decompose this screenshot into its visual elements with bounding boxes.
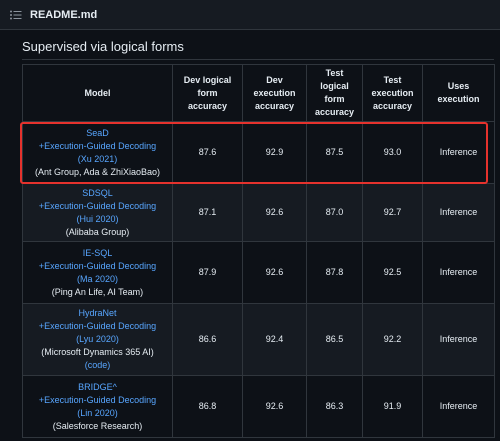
organization: (Microsoft Dynamics 365 AI) [41,347,154,357]
file-header: README.md [0,0,500,30]
column-header: Dev execution accuracy [242,64,307,122]
dev-logical-form-accuracy: 86.8 [172,375,243,438]
dev-logical-form-accuracy: 86.6 [172,303,243,376]
organization: (Ping An Life, AI Team) [51,286,144,297]
column-header: Model [22,64,173,122]
uses-execution: Inference [422,183,495,242]
test-execution-accuracy: 93.0 [362,121,423,184]
uses-execution: Inference [422,121,495,184]
column-header: Test logical form accuracy [306,64,363,122]
table-row: IE-SQL +Execution-Guided Decoding (Ma 20… [22,241,495,304]
dev-execution-accuracy: 92.4 [242,303,307,376]
test-logical-form-accuracy: 87.0 [306,183,363,242]
dev-logical-form-accuracy: 87.9 [172,241,243,304]
method-link[interactable]: +Execution-Guided Decoding [38,260,157,271]
uses-execution: Inference [422,375,495,438]
results-table: Model Dev logical form accuracy Dev exec… [22,64,495,438]
citation-link[interactable]: (Hui 2020) [76,213,119,224]
uses-execution: Inference [422,241,495,304]
code-link[interactable]: (code) [84,360,111,370]
dev-execution-accuracy: 92.6 [242,183,307,242]
method-link[interactable]: +Execution-Guided Decoding [38,321,157,331]
model-link[interactable]: BRIDGE^ [78,381,117,392]
model-cell: HydraNet +Execution-Guided Decoding (Lyu… [22,303,173,376]
test-logical-form-accuracy: 87.8 [306,241,363,304]
column-header: Test execution accuracy [362,64,423,122]
table-row: BRIDGE^ +Execution-Guided Decoding (Lin … [22,375,495,438]
section-heading: Supervised via logical forms [22,39,184,54]
method-link[interactable]: +Execution-Guided Decoding [38,200,157,211]
dev-execution-accuracy: 92.9 [242,121,307,184]
citation-link[interactable]: (Lyu 2020) [76,334,119,344]
table-row: HydraNet +Execution-Guided Decoding (Lyu… [22,303,495,376]
dev-logical-form-accuracy: 87.6 [172,121,243,184]
table-header-row: Model Dev logical form accuracy Dev exec… [22,64,495,122]
organization: (Ant Group, Ada & ZhiXiaoBao) [34,166,161,177]
heading-divider [22,59,494,60]
citation-link[interactable]: (Xu 2021) [77,153,118,164]
test-execution-accuracy: 92.7 [362,183,423,242]
model-link[interactable]: SDSQL [82,187,113,198]
citation-link[interactable]: (Lin 2020) [77,407,118,418]
organization: (Salesforce Research) [52,420,143,431]
method-link[interactable]: +Execution-Guided Decoding [38,394,157,405]
test-execution-accuracy: 92.2 [362,303,423,376]
dev-execution-accuracy: 92.6 [242,375,307,438]
model-cell: IE-SQL +Execution-Guided Decoding (Ma 20… [22,241,173,304]
organization: (Alibaba Group) [65,226,130,237]
model-link[interactable]: IE-SQL [82,247,113,258]
model-cell: SDSQL +Execution-Guided Decoding (Hui 20… [22,183,173,242]
citation-link[interactable]: (Ma 2020) [76,273,119,284]
uses-execution: Inference [422,303,495,376]
column-header: Uses execution [422,64,495,122]
test-logical-form-accuracy: 86.3 [306,375,363,438]
model-cell: BRIDGE^ +Execution-Guided Decoding (Lin … [22,375,173,438]
model-link[interactable]: SeaD [86,127,109,138]
model-link[interactable]: HydraNet [78,308,117,318]
table-row: SDSQL +Execution-Guided Decoding (Hui 20… [22,183,495,242]
test-logical-form-accuracy: 87.5 [306,121,363,184]
file-name: README.md [30,8,98,21]
dev-logical-form-accuracy: 87.1 [172,183,243,242]
dev-execution-accuracy: 92.6 [242,241,307,304]
model-cell: SeaD +Execution-Guided Decoding (Xu 2021… [22,121,173,184]
table-row: SeaD +Execution-Guided Decoding (Xu 2021… [22,121,495,184]
test-logical-form-accuracy: 86.5 [306,303,363,376]
method-link[interactable]: +Execution-Guided Decoding [38,140,157,151]
test-execution-accuracy: 91.9 [362,375,423,438]
column-header: Dev logical form accuracy [172,64,243,122]
test-execution-accuracy: 92.5 [362,241,423,304]
list-icon[interactable] [9,8,23,22]
